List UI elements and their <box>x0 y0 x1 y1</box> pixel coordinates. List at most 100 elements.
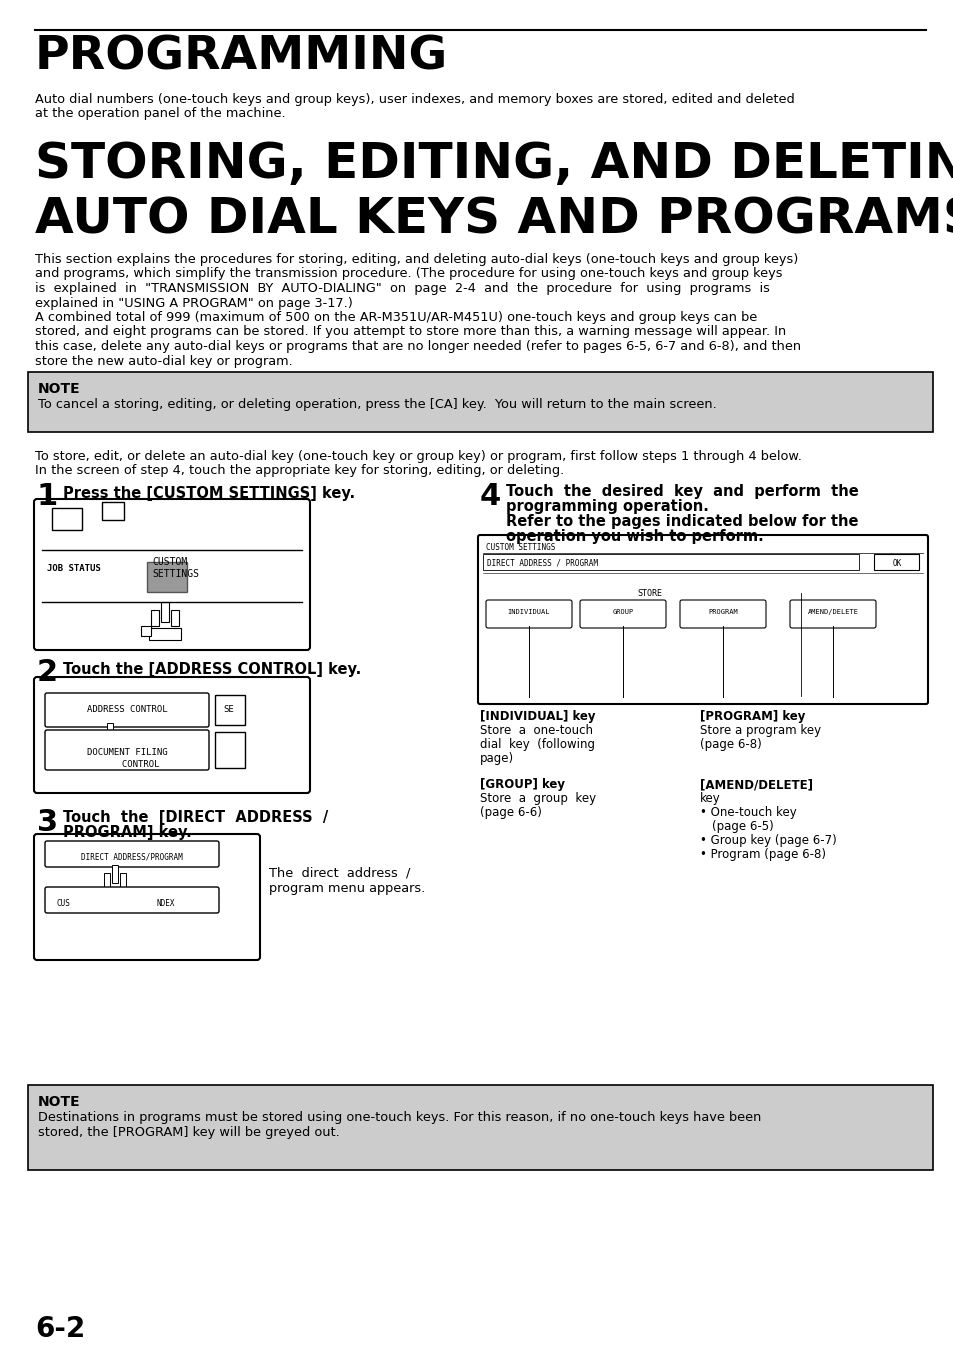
Bar <box>141 626 151 636</box>
Text: Touch  the  [DIRECT  ADDRESS  /: Touch the [DIRECT ADDRESS / <box>63 811 328 825</box>
Text: (page 6-5): (page 6-5) <box>711 820 773 834</box>
FancyBboxPatch shape <box>485 600 572 628</box>
Text: INDIVIDUAL: INDIVIDUAL <box>507 609 550 615</box>
Text: and programs, which simplify the transmission procedure. (The procedure for usin: and programs, which simplify the transmi… <box>35 267 781 281</box>
Bar <box>107 723 112 740</box>
Bar <box>95 888 104 894</box>
Text: page): page) <box>479 753 514 765</box>
Text: To cancel a storing, editing, or deleting operation, press the [CA] key.  You wi: To cancel a storing, editing, or deletin… <box>38 399 716 411</box>
Text: [INDIVIDUAL] key: [INDIVIDUAL] key <box>479 711 595 723</box>
Text: this case, delete any auto-dial keys or programs that are no longer needed (refe: this case, delete any auto-dial keys or … <box>35 340 801 353</box>
Bar <box>482 554 858 570</box>
Text: ADDRESS CONTROL: ADDRESS CONTROL <box>87 705 167 713</box>
Text: AUTO DIAL KEYS AND PROGRAMS: AUTO DIAL KEYS AND PROGRAMS <box>35 195 953 243</box>
Text: key: key <box>700 792 720 805</box>
Text: 2: 2 <box>37 658 58 688</box>
Bar <box>171 611 179 626</box>
Text: To store, edit, or delete an auto-dial key (one-touch key or group key) or progr: To store, edit, or delete an auto-dial k… <box>35 450 801 463</box>
Text: operation you wish to perform.: operation you wish to perform. <box>505 530 763 544</box>
Text: In the screen of step 4, touch the appropriate key for storing, editing, or dele: In the screen of step 4, touch the appro… <box>35 463 563 477</box>
Text: stored, the [PROGRAM] key will be greyed out.: stored, the [PROGRAM] key will be greyed… <box>38 1125 339 1139</box>
Bar <box>102 889 128 898</box>
Text: • Group key (page 6-7): • Group key (page 6-7) <box>700 834 836 847</box>
Text: program menu appears.: program menu appears. <box>269 882 425 894</box>
Text: 4: 4 <box>479 482 500 511</box>
Text: (page 6-8): (page 6-8) <box>700 738 760 751</box>
Text: at the operation panel of the machine.: at the operation panel of the machine. <box>35 107 285 120</box>
Text: The  direct  address  /: The direct address / <box>269 867 410 880</box>
Text: (page 6-6): (page 6-6) <box>479 807 541 819</box>
Text: • One-touch key: • One-touch key <box>700 807 796 819</box>
Text: STORE: STORE <box>637 589 661 598</box>
Bar <box>28 372 932 432</box>
FancyBboxPatch shape <box>679 600 765 628</box>
Text: CUS: CUS <box>57 898 71 908</box>
Bar <box>214 694 245 725</box>
Text: is  explained  in  "TRANSMISSION  BY  AUTO-DIALING"  on  page  2-4  and  the  pr: is explained in "TRANSMISSION BY AUTO-DI… <box>35 282 769 295</box>
Text: CUSTOM
SETTINGS: CUSTOM SETTINGS <box>152 557 199 580</box>
Text: store the new auto-dial key or program.: store the new auto-dial key or program. <box>35 354 293 367</box>
Bar <box>104 873 110 888</box>
Bar <box>161 603 169 621</box>
Bar <box>149 628 181 640</box>
Text: GROUP: GROUP <box>612 609 633 615</box>
Text: Store  a  one-touch: Store a one-touch <box>479 724 593 738</box>
Text: Auto dial numbers (one-touch keys and group keys), user indexes, and memory boxe: Auto dial numbers (one-touch keys and gr… <box>35 93 794 105</box>
Text: OK: OK <box>891 559 901 567</box>
Bar <box>147 562 187 592</box>
Bar <box>214 732 245 767</box>
Text: JOB STATUS: JOB STATUS <box>47 563 101 573</box>
FancyBboxPatch shape <box>34 677 310 793</box>
Text: [PROGRAM] key: [PROGRAM] key <box>700 711 804 723</box>
FancyBboxPatch shape <box>45 730 209 770</box>
FancyBboxPatch shape <box>45 693 209 727</box>
Text: stored, and eight programs can be stored. If you attempt to store more than this: stored, and eight programs can be stored… <box>35 326 785 339</box>
Text: Press the [CUSTOM SETTINGS] key.: Press the [CUSTOM SETTINGS] key. <box>63 486 355 501</box>
Text: [GROUP] key: [GROUP] key <box>479 778 564 790</box>
Text: SE: SE <box>223 705 233 713</box>
Text: STORING, EDITING, AND DELETING: STORING, EDITING, AND DELETING <box>35 141 953 188</box>
FancyBboxPatch shape <box>477 535 927 704</box>
Text: This section explains the procedures for storing, editing, and deleting auto-dia: This section explains the procedures for… <box>35 253 798 266</box>
Text: programming operation.: programming operation. <box>505 499 708 513</box>
Bar <box>120 873 126 888</box>
Bar <box>97 747 123 757</box>
Bar <box>99 731 105 744</box>
Text: 1: 1 <box>37 482 58 511</box>
Text: Refer to the pages indicated below for the: Refer to the pages indicated below for t… <box>505 513 858 530</box>
Bar <box>112 865 118 884</box>
FancyBboxPatch shape <box>45 842 219 867</box>
Text: AMEND/DELETE: AMEND/DELETE <box>806 609 858 615</box>
Text: Destinations in programs must be stored using one-touch keys. For this reason, i: Destinations in programs must be stored … <box>38 1111 760 1124</box>
Bar <box>873 554 918 570</box>
Text: NOTE: NOTE <box>38 1096 81 1109</box>
Bar <box>52 508 82 530</box>
Text: • Program (page 6-8): • Program (page 6-8) <box>700 848 825 861</box>
Text: A combined total of 999 (maximum of 500 on the AR-M351U/AR-M451U) one-touch keys: A combined total of 999 (maximum of 500 … <box>35 311 757 324</box>
Text: dial  key  (following: dial key (following <box>479 738 595 751</box>
Text: NOTE: NOTE <box>38 382 81 396</box>
Bar <box>90 744 99 753</box>
Text: explained in "USING A PROGRAM" on page 3-17.): explained in "USING A PROGRAM" on page 3… <box>35 296 353 309</box>
Bar <box>151 611 159 626</box>
Bar <box>28 1085 932 1170</box>
Text: PROGRAMMING: PROGRAMMING <box>35 35 448 80</box>
Text: Touch the [ADDRESS CONTROL] key.: Touch the [ADDRESS CONTROL] key. <box>63 662 361 677</box>
FancyBboxPatch shape <box>579 600 665 628</box>
FancyBboxPatch shape <box>34 499 310 650</box>
Text: DIRECT ADDRESS/PROGRAM: DIRECT ADDRESS/PROGRAM <box>81 852 183 862</box>
Text: DOCUMENT FILING
     CONTROL: DOCUMENT FILING CONTROL <box>87 748 167 769</box>
FancyBboxPatch shape <box>789 600 875 628</box>
Text: CUSTOM SETTINGS: CUSTOM SETTINGS <box>485 543 555 553</box>
Text: PROGRAM] key.: PROGRAM] key. <box>63 825 192 840</box>
Text: [AMEND/DELETE]: [AMEND/DELETE] <box>700 778 812 790</box>
FancyBboxPatch shape <box>45 888 219 913</box>
Text: DIRECT ADDRESS / PROGRAM: DIRECT ADDRESS / PROGRAM <box>486 559 598 567</box>
Text: 6-2: 6-2 <box>35 1315 85 1343</box>
Text: PROGRAM: PROGRAM <box>707 609 737 615</box>
Text: Store a program key: Store a program key <box>700 724 821 738</box>
Text: Store  a  group  key: Store a group key <box>479 792 596 805</box>
Text: Touch  the  desired  key  and  perform  the: Touch the desired key and perform the <box>505 484 858 499</box>
Text: 3: 3 <box>37 808 58 838</box>
Bar <box>102 503 124 520</box>
